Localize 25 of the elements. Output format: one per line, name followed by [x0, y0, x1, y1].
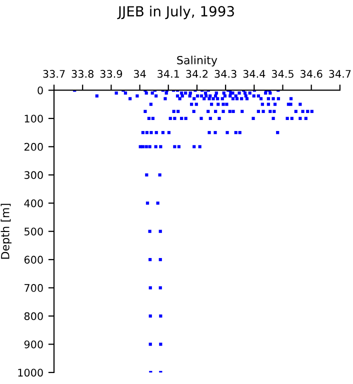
y-axis-title: Depth [m]: [0, 204, 12, 259]
x-axis-title: Salinity: [177, 56, 218, 66]
chart-title: JJEB in July, 1993: [117, 6, 234, 20]
y-tick-label: 200: [24, 142, 43, 151]
y-tick-label: 1000: [18, 368, 43, 377]
y-tick-label: 0: [38, 86, 43, 94]
y-tick-label: 500: [24, 228, 43, 236]
y-tick-label: 900: [24, 340, 43, 348]
x-tick-label: 34.7: [329, 70, 351, 78]
x-tick-label: 34.1: [158, 70, 180, 78]
x-tick-label: 34.2: [186, 70, 208, 78]
y-tick-label: 400: [24, 199, 43, 208]
y-tick-label: 700: [24, 284, 43, 292]
x-tick-label: 34.5: [272, 70, 294, 78]
y-tick-label: 600: [24, 256, 43, 264]
x-tick-label: 34.4: [243, 70, 266, 78]
y-tick-label: 300: [24, 171, 43, 180]
x-tick-label: 34.3: [214, 70, 236, 78]
x-tick-label: 33.7: [43, 70, 65, 78]
x-tick-label: 33.9: [100, 70, 122, 78]
x-tick-label: 34.6: [300, 70, 322, 78]
x-tick-label: 33.8: [72, 70, 94, 78]
y-tick-label: 800: [24, 312, 43, 320]
x-tick-label: 34: [134, 70, 146, 78]
y-tick-label: 100: [24, 114, 43, 123]
